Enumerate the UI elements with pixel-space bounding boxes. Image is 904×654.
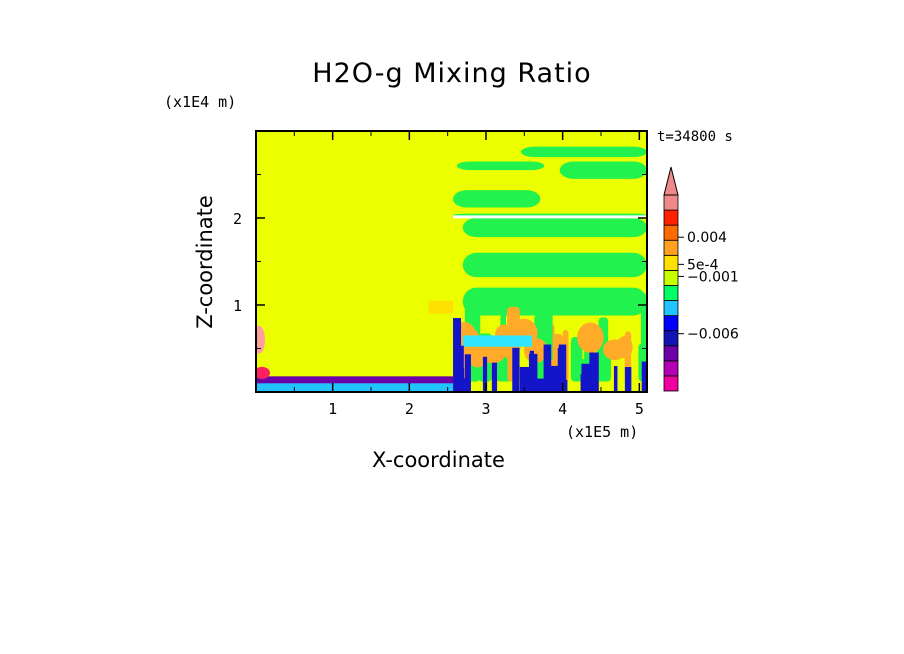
y-tick-label: 1 — [233, 297, 242, 315]
green-band — [559, 161, 647, 179]
blue-streak — [491, 362, 498, 392]
blue-streak — [531, 374, 538, 392]
colorbar-segment — [663, 315, 679, 332]
colorbar-segment — [663, 285, 679, 301]
x-tick-label: 2 — [405, 400, 414, 418]
colorbar-segment — [663, 239, 679, 256]
green-band — [462, 287, 647, 316]
plume — [570, 337, 583, 382]
blue-streak — [547, 373, 553, 392]
colorbar-extend-arrow — [663, 166, 679, 196]
blue-streak — [593, 381, 599, 392]
blue-streak — [512, 347, 520, 392]
blue-streak — [624, 367, 632, 392]
z-unit-label: (x1E4 m) — [164, 93, 237, 111]
blue-streak — [589, 352, 599, 392]
edge-feature — [256, 325, 265, 354]
blue-streak — [551, 370, 556, 392]
blue-streak — [482, 356, 488, 392]
x-unit-label: (x1E5 m) — [566, 423, 639, 441]
axes: 1 2 3 4 5 1 2 — [233, 130, 648, 418]
blue-streak — [519, 366, 530, 392]
orange-blob — [602, 339, 627, 360]
x-tick-label: 4 — [558, 400, 567, 418]
edge-feature — [256, 366, 270, 379]
colorbar-segment — [663, 224, 679, 241]
orange-blob — [577, 322, 604, 353]
blue-streak — [464, 354, 471, 392]
x-tick-label: 1 — [328, 400, 337, 418]
colorbar-segment — [663, 269, 679, 286]
blue-streak — [543, 344, 552, 392]
colorbar-tick-label: −0.006 — [687, 327, 739, 343]
blue-streak — [534, 378, 545, 392]
colorbar-segment — [663, 375, 679, 392]
blue-streak — [613, 366, 618, 392]
colorbar-segment — [663, 330, 679, 347]
blue-streak — [580, 374, 589, 392]
field-layers — [256, 131, 647, 392]
blue-streak — [560, 348, 565, 392]
boundary-column — [453, 318, 462, 392]
blue-streak — [563, 379, 568, 392]
green-band — [453, 190, 541, 208]
colorbar: 0.004 5e-4−0.001 −0.006 — [663, 166, 739, 392]
chart-title: H2O-g Mixing Ratio — [312, 58, 592, 89]
plume — [640, 293, 647, 382]
blue-streak — [641, 361, 647, 392]
blue-streak — [459, 378, 468, 392]
mixing-ratio-field — [256, 131, 647, 392]
green-band — [462, 252, 647, 278]
colorbar-segment — [663, 300, 679, 317]
x-tick-label: 3 — [481, 400, 490, 418]
colorbar-segment — [663, 254, 679, 271]
time-label: t=34800 s — [657, 129, 733, 145]
blue-streak — [529, 350, 534, 392]
green-band — [520, 146, 647, 158]
colorbar-tick-label: −0.001 — [687, 269, 739, 285]
green-band — [456, 161, 545, 171]
surface-layer — [256, 376, 454, 388]
green-band — [462, 218, 647, 238]
colorbar-segment — [663, 209, 679, 226]
colorbar-segment — [663, 194, 679, 211]
surface-layer-lower — [256, 383, 454, 392]
x-axis-label: X-coordinate — [372, 448, 505, 472]
colorbar-segment — [663, 360, 679, 377]
colorbar-tick-label: 5e-4 — [687, 257, 719, 273]
white-streak — [453, 215, 647, 219]
colorbar-tick-label: 0.004 — [687, 230, 727, 246]
orange-ledge — [428, 300, 454, 314]
y-tick-label: 2 — [233, 210, 242, 228]
colorbar-segment — [663, 345, 679, 362]
x-tick-label: 5 — [635, 400, 644, 418]
cyan-patch — [463, 335, 532, 347]
